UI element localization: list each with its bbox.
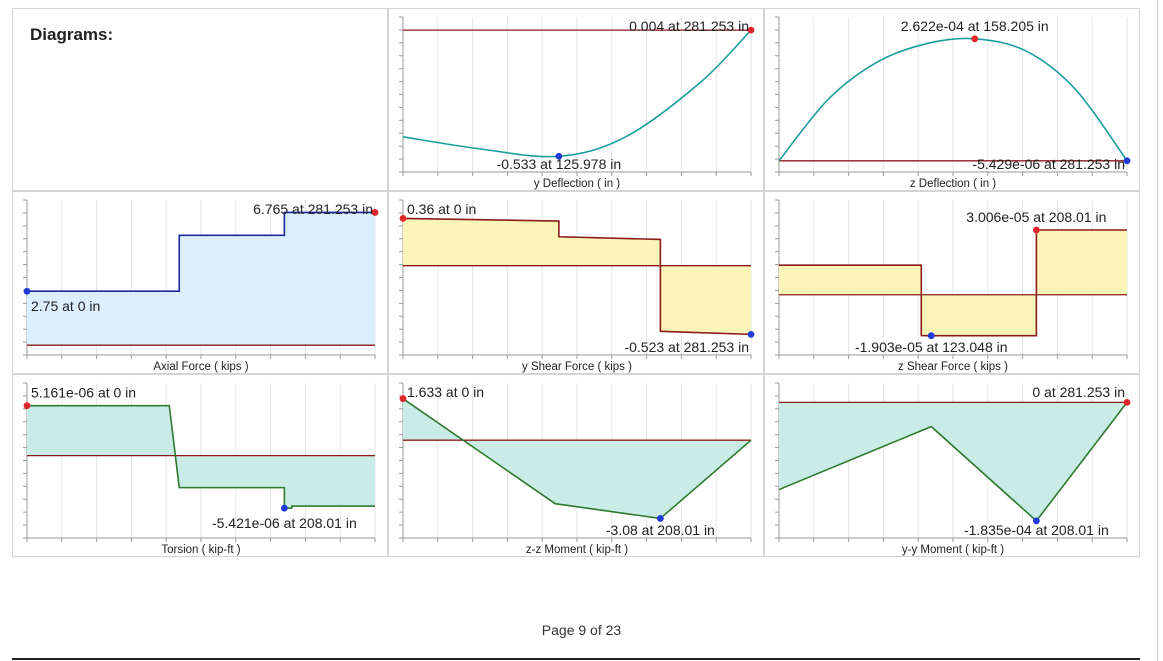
y-deflection-chart: 0.004 at 281.253 in -0.533 at 125.978 in y… [399, 16, 755, 190]
max-marker [1032, 226, 1040, 234]
z-deflection-chart: 2.622e-04 at 158.205 in -5.429e-06 at 281… [775, 16, 1131, 190]
x-axis-label: z Deflection ( in ) [910, 178, 996, 190]
min-marker [1123, 157, 1131, 165]
max-label: 3.006e-05 at 208.01 in [966, 209, 1106, 225]
max-label: 0.36 at 0 in [407, 201, 476, 217]
min-marker [280, 504, 288, 512]
page-edge-rule [1157, 0, 1158, 661]
series-line [27, 404, 375, 509]
min-label: -0.523 at 281.253 in [624, 339, 749, 355]
min-marker [555, 152, 563, 160]
max-label: 6.765 at 281.253 in [253, 201, 373, 217]
min-marker [23, 287, 31, 295]
footer-rule [12, 658, 1140, 660]
z-shear-force-chart: 3.006e-05 at 208.01 in -1.903e-05 at 123.… [775, 199, 1128, 373]
max-marker [971, 35, 979, 43]
chart-cell-z-shear-force: 3.006e-05 at 208.01 in -1.903e-05 at 123.… [764, 191, 1140, 374]
area-fill [779, 402, 1127, 521]
chart-cell-torsion: 5.161e-06 at 0 in -5.421e-06 at 208.01 in… [12, 374, 388, 557]
min-marker [927, 332, 935, 340]
diagram-grid: Diagrams: 0.004 at 281.253 in -0.533 at 1… [12, 8, 1140, 557]
x-axis-label: y Deflection ( in ) [534, 178, 620, 190]
min-label: -3.08 at 208.01 in [606, 522, 715, 538]
min-label: -5.429e-06 at 281.253 in [972, 156, 1125, 172]
series-line [402, 217, 752, 336]
min-label: -5.421e-06 at 208.01 in [212, 515, 357, 531]
series-line [402, 398, 752, 520]
series-line [27, 211, 375, 293]
chart-cell-axial-force: 6.765 at 281.253 in 2.75 at 0 in Axial For… [12, 191, 388, 374]
min-marker [747, 330, 755, 338]
series-line [402, 29, 752, 158]
axial-force-chart: 6.765 at 281.253 in 2.75 at 0 in Axial For… [23, 199, 379, 373]
heading-cell: Diagrams: [12, 8, 388, 191]
chart-cell-z-z-moment: 1.633 at 0 in -3.08 at 208.01 in z-z Momen… [388, 374, 764, 557]
max-label: 5.161e-06 at 0 in [31, 385, 136, 401]
min-label: 2.75 at 0 in [31, 298, 100, 314]
area-fill [779, 230, 1127, 336]
y-y-moment-chart: 0 at 281.253 in -1.835e-04 at 208.01 in y-… [775, 382, 1131, 556]
max-label: 1.633 at 0 in [407, 384, 484, 400]
max-label: 0 at 281.253 in [1032, 384, 1125, 400]
max-marker [747, 26, 755, 34]
min-marker [656, 515, 664, 522]
x-axis-label: z Shear Force ( kips ) [898, 361, 1008, 373]
area-fill [27, 212, 375, 346]
x-axis-label: y-y Moment ( kip-ft ) [902, 544, 1004, 556]
min-label: -0.533 at 125.978 in [497, 156, 622, 172]
chart-cell-y-y-moment: 0 at 281.253 in -1.835e-04 at 208.01 in y-… [764, 374, 1140, 557]
x-axis-label: z-z Moment ( kip-ft ) [526, 544, 628, 556]
min-label: -1.903e-05 at 123.048 in [855, 339, 1008, 355]
series-line [778, 401, 1128, 523]
max-marker [399, 395, 407, 403]
max-marker [371, 209, 379, 216]
x-axis-label: Torsion ( kip-ft ) [161, 544, 240, 556]
y-shear-force-chart: 0.36 at 0 in -0.523 at 281.253 in y Shear … [399, 199, 755, 373]
area-fill [27, 405, 375, 509]
max-marker [23, 402, 31, 410]
min-label: -1.835e-04 at 208.01 in [964, 522, 1109, 538]
chart-cell-y-deflection: 0.004 at 281.253 in -0.533 at 125.978 in y… [388, 8, 764, 191]
max-marker [1123, 398, 1131, 406]
z-z-moment-chart: 1.633 at 0 in -3.08 at 208.01 in z-z Momen… [399, 382, 752, 556]
max-label: 0.004 at 281.253 in [629, 18, 749, 34]
diagrams-heading: Diagrams: [30, 25, 114, 44]
page-number: Page 9 of 23 [541, 622, 622, 638]
chart-cell-y-shear-force: 0.36 at 0 in -0.523 at 281.253 in y Shear … [388, 191, 764, 374]
max-marker [399, 214, 407, 222]
min-marker [1032, 517, 1040, 525]
area-fill [403, 398, 751, 519]
area-fill [403, 218, 751, 335]
series-line [778, 37, 1128, 162]
x-axis-label: y Shear Force ( kips ) [522, 361, 632, 373]
torsion-chart: 5.161e-06 at 0 in -5.421e-06 at 208.01 in… [23, 382, 376, 556]
max-label: 2.622e-04 at 158.205 in [901, 18, 1049, 34]
x-axis-label: Axial Force ( kips ) [153, 361, 248, 373]
chart-cell-z-deflection: 2.622e-04 at 158.205 in -5.429e-06 at 281… [764, 8, 1140, 191]
